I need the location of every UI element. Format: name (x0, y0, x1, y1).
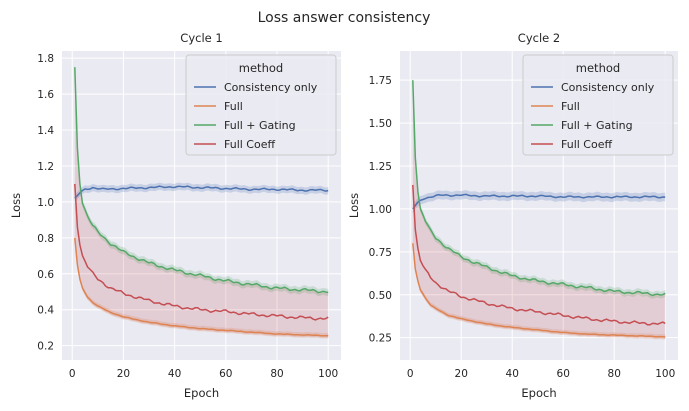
y-tick-label: 1.25 (369, 161, 392, 173)
x-tick-label: 0 (407, 368, 414, 380)
y-tick-label: 0.50 (369, 290, 392, 302)
legend-title: method (576, 61, 620, 75)
legend-entry: Consistency only (224, 81, 318, 94)
subplot-title: Cycle 1 (180, 31, 222, 45)
x-tick-label: 60 (219, 368, 232, 380)
x-axis-label: Epoch (521, 386, 556, 400)
x-tick-label: 80 (608, 368, 621, 380)
series-line-full-gating (412, 80, 666, 297)
x-tick-label: 40 (168, 368, 181, 380)
y-tick-label: 0.75 (369, 247, 392, 259)
confidence-band-full-coeff (412, 80, 666, 339)
legend-entry: Full (561, 100, 580, 113)
y-tick-label: 1.6 (37, 89, 54, 101)
chart-panel-2: 0 20 40 60 80 100 0.25 0.50 0.75 1.00 1.25 1.50 1.75… (347, 31, 678, 400)
y-axis-label: Loss (347, 193, 361, 218)
legend-entry: Full + Gating (561, 119, 633, 132)
series-line-full-coeff (412, 184, 666, 326)
x-axis-label: Epoch (184, 386, 219, 400)
x-tick-label: 20 (455, 368, 468, 380)
y-tick-label: 1.75 (369, 75, 392, 87)
legend-entry: Full Coeff (224, 138, 275, 151)
y-tick-label: 0.8 (37, 233, 54, 245)
x-tick-label: 60 (557, 368, 570, 380)
legend-title: method (239, 61, 283, 75)
series-line-consistency-only (74, 185, 329, 199)
legend-entry: Full Coeff (561, 138, 612, 151)
legend: method Consistency only Full Full + Gating F… (522, 54, 674, 156)
x-tick-label: 40 (506, 368, 519, 380)
y-tick-label: 1.0 (37, 197, 54, 209)
legend-entry: Full (224, 100, 243, 113)
series-line-full (74, 237, 329, 337)
y-tick-label: 1.50 (369, 118, 392, 130)
x-tick-label: 0 (69, 368, 76, 380)
legend-entry: Consistency only (561, 81, 655, 94)
y-tick-label: 0.2 (37, 341, 54, 353)
series-line-consistency-only (412, 193, 666, 210)
y-tick-label: 0.25 (369, 333, 392, 345)
y-axis-label: Loss (9, 193, 23, 218)
x-tick-label: 80 (270, 368, 283, 380)
x-tick-label: 100 (655, 368, 675, 380)
legend-entry: Full + Gating (224, 119, 296, 132)
y-tick-label: 1.00 (369, 204, 392, 216)
x-tick-label: 20 (117, 368, 130, 380)
y-tick-label: 1.4 (37, 125, 54, 137)
x-tick-label: 100 (318, 368, 338, 380)
legend-box (522, 54, 674, 156)
series-line-full (412, 243, 666, 338)
legend: method Consistency only Full Full + Gating F… (185, 54, 337, 156)
figure-title: Loss answer consistency (258, 10, 431, 26)
legend-box (185, 54, 337, 156)
series-line-full-coeff (74, 183, 329, 321)
chart-panel-1: 0 20 40 60 80 100 0.2 0.4 0.6 0.8 1.0 1.2 1.4 1.6 1.8 C… (9, 31, 341, 400)
y-tick-label: 0.6 (37, 269, 54, 281)
y-tick-label: 0.4 (37, 305, 54, 317)
confidence-band-full-coeff (74, 67, 329, 338)
y-tick-label: 1.8 (37, 53, 54, 65)
y-tick-label: 1.2 (37, 161, 54, 173)
series-line-full-gating (74, 67, 329, 294)
subplot-title: Cycle 2 (518, 31, 560, 45)
